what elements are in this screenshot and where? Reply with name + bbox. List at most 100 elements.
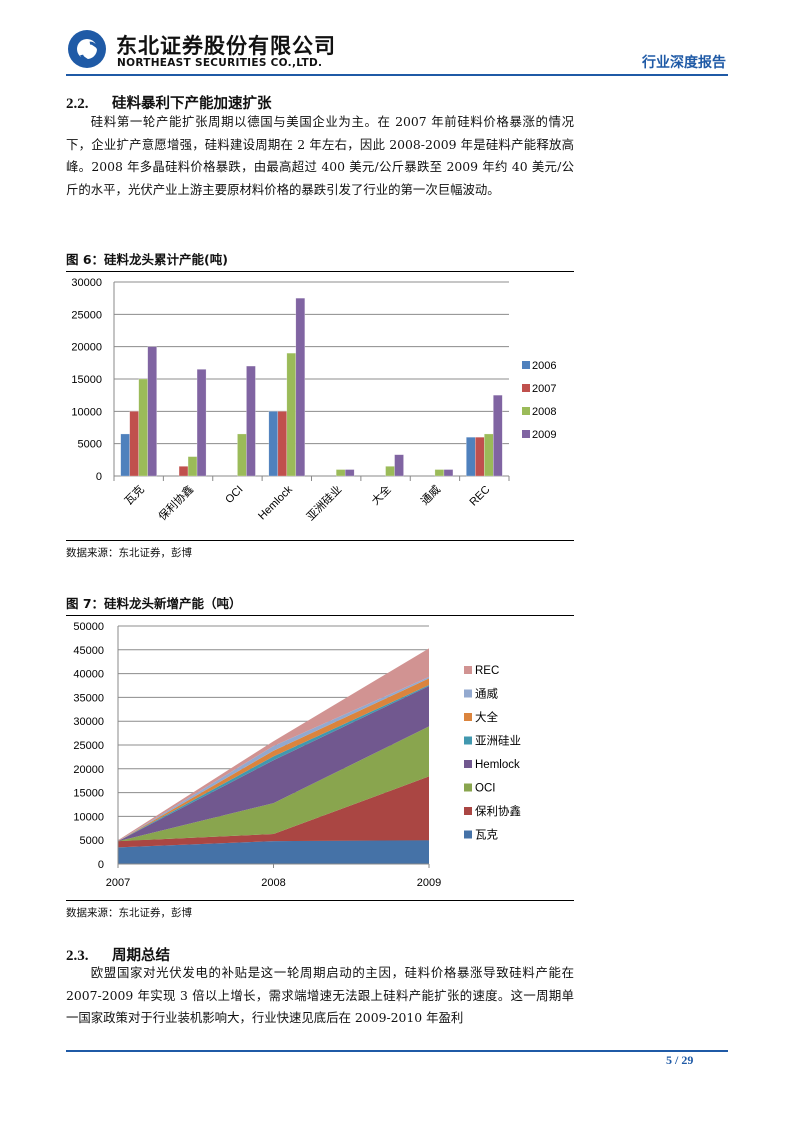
x-tick-label: 2009: [417, 877, 441, 889]
bar: [475, 436, 485, 477]
bar: [129, 411, 139, 477]
footer-divider: [66, 1050, 728, 1052]
y-tick-label: 0: [96, 471, 102, 483]
y-tick-label: 10000: [73, 811, 104, 823]
company-name-en: NORTHEAST SECURITIES CO.,LTD.: [117, 57, 323, 69]
section-2-3-paragraph: 欧盟国家对光伏发电的补贴是这一轮周期启动的主因，硅料价格暴涨导致硅料产能在 20…: [66, 962, 574, 1030]
y-tick-label: 35000: [73, 692, 104, 704]
bar: [385, 466, 395, 477]
bar: [277, 411, 288, 477]
bar: [434, 469, 445, 477]
legend-label: 2007: [532, 383, 556, 395]
company-logo-icon: [68, 30, 106, 68]
legend-label: 通威: [475, 688, 498, 701]
x-tick-label: 2007: [106, 877, 130, 889]
legend-label: 大全: [475, 710, 498, 724]
x-tick-label: OCI: [223, 484, 245, 506]
legend-swatch: [464, 713, 472, 721]
bar: [394, 454, 404, 477]
figure-7-area-chart: 0 5000 10000 15000 20000 25000 30000 35000 40000…: [73, 621, 521, 889]
legend-swatch: [464, 830, 472, 839]
y-tick-label: 30000: [71, 277, 102, 289]
legend-swatch: [464, 736, 472, 745]
legend-swatch: [464, 783, 472, 792]
bar: [147, 346, 157, 477]
bar: [335, 469, 346, 477]
bar: [295, 297, 306, 477]
bar: [268, 411, 279, 477]
area-series: [118, 648, 429, 842]
y-tick-label: 45000: [73, 645, 104, 657]
legend-swatch: [522, 361, 530, 369]
legend-label: REC: [475, 665, 499, 677]
page-number: 5 / 29: [666, 1053, 694, 1067]
y-tick-label: 25000: [73, 740, 104, 752]
x-tick-label: 通威: [418, 483, 443, 508]
legend-label: 2008: [532, 406, 556, 418]
legend-swatch: [522, 384, 530, 392]
section-title: 硅料暴利下产能加速扩张: [112, 96, 272, 112]
x-tick-label: 保利协鑫: [155, 482, 196, 523]
bar: [344, 469, 355, 477]
area-series: [118, 678, 429, 842]
section-2-2-paragraph: 硅料第一轮产能扩张周期以德国与美国企业为主。在 2007 年前硅料价格暴涨的情况…: [66, 111, 574, 202]
y-tick-label: 5000: [78, 439, 102, 451]
legend-swatch: [522, 430, 530, 438]
y-tick-label: 25000: [71, 309, 102, 321]
bar: [120, 433, 130, 477]
bar: [196, 369, 207, 477]
figure-6-source: 数据来源：东北证券，彭博: [66, 540, 574, 560]
legend-swatch: [464, 666, 472, 674]
report-type: 行业深度报告: [642, 55, 726, 71]
y-tick-label: 20000: [71, 342, 102, 354]
bar: [443, 469, 454, 477]
y-tick-label: 5000: [80, 835, 104, 847]
area-series: [118, 840, 429, 864]
x-tick-label: 瓦克: [122, 483, 147, 508]
paragraph-text: 欧盟国家对光伏发电的补贴是这一轮周期启动的主因，硅料价格暴涨导致硅料产能在 20…: [66, 965, 574, 1026]
figure-6-bar-chart: 0 5000 10000 15000 20000 25000 30000 瓦克 保利协鑫 OCI H…: [71, 277, 556, 523]
page-header: 东北证券股份有限公司 NORTHEAST SECURITIES CO.,LTD.…: [66, 28, 728, 76]
x-tick-label: Hemlock: [256, 483, 295, 522]
section-number: 2.3.: [66, 948, 89, 964]
bar: [237, 433, 247, 477]
bar: [138, 378, 148, 477]
bar: [178, 466, 189, 477]
figure-7-title: 图 7：硅料龙头新增产能（吨）: [66, 593, 574, 616]
figure-7-source: 数据来源：东北证券，彭博: [66, 900, 574, 920]
legend-label: 亚洲硅业: [475, 735, 521, 748]
area-series: [118, 776, 429, 848]
legend-label: 保利协鑫: [475, 804, 521, 818]
x-tick-label: REC: [468, 484, 493, 509]
y-tick-label: 40000: [73, 669, 104, 681]
paragraph-text: 硅料第一轮产能扩张周期以德国与美国企业为主。在 2007 年前硅料价格暴涨的情况…: [66, 114, 574, 198]
figure-6-title: 图 6：硅料龙头累计产能(吨): [66, 249, 574, 272]
bar: [493, 394, 503, 477]
area-series: [118, 726, 429, 842]
x-tick-label: 亚洲硅业: [304, 483, 344, 523]
y-tick-label: 30000: [73, 716, 104, 728]
y-tick-label: 50000: [73, 621, 104, 633]
legend-swatch: [464, 689, 472, 698]
bar: [187, 456, 198, 477]
area-series: [118, 685, 429, 842]
bar: [246, 365, 256, 477]
y-tick-label: 15000: [71, 374, 102, 386]
y-tick-label: 15000: [73, 788, 104, 800]
section-heading-2-2: 2.2. 硅料暴利下产能加速扩张: [66, 92, 272, 113]
legend-label: Hemlock: [475, 759, 520, 771]
y-tick-label: 20000: [73, 764, 104, 776]
x-tick-label: 2008: [261, 877, 285, 889]
bar: [466, 436, 476, 477]
bar: [484, 433, 494, 477]
legend-label: 2006: [532, 360, 556, 372]
legend-swatch: [522, 407, 530, 415]
y-tick-label: 10000: [71, 406, 102, 418]
section-title: 周期总结: [112, 948, 170, 964]
legend-label: OCI: [475, 783, 495, 795]
legend-label: 2009: [532, 429, 556, 441]
y-tick-label: 0: [98, 859, 104, 871]
bar: [286, 352, 297, 477]
legend-label: 瓦克: [475, 829, 498, 842]
section-number: 2.2.: [66, 96, 89, 112]
